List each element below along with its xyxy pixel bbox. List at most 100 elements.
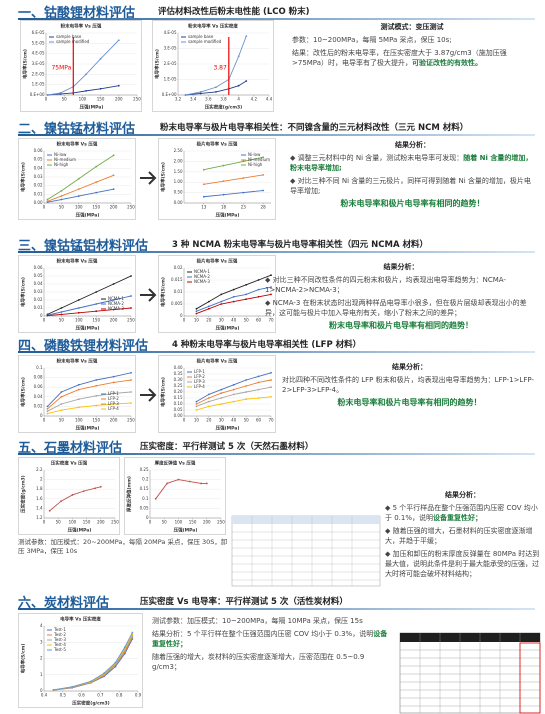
y-tick-label: 0.02: [34, 297, 43, 302]
section-subtitle: 4 种粉末电导率与极片电导率相关性 (LFP 材料）: [172, 340, 362, 350]
section-title: 二、镍钴锰材料评估: [18, 122, 136, 137]
point: [257, 397, 260, 399]
arrow: [140, 171, 157, 402]
legend-label: Ni-low: [54, 152, 67, 157]
y-tick-label: 3: [40, 639, 43, 644]
x-tick-label: 100: [75, 318, 83, 323]
series-line: [47, 85, 119, 96]
x-axis-label: 压强(MPa): [68, 527, 92, 534]
point: [195, 409, 198, 411]
point: [60, 391, 63, 393]
y-tick-label: 1.50: [174, 169, 183, 174]
point: [112, 188, 115, 191]
x-tick-label: 4.4: [266, 97, 273, 102]
x-tick-label: 250: [217, 520, 225, 525]
x-tick-label: 200: [97, 520, 105, 525]
chart-frame: [18, 613, 143, 708]
legend-label: sample base: [188, 34, 214, 39]
y-axis-label: 电导率(S/cm): [20, 162, 27, 192]
point: [220, 300, 223, 303]
point: [245, 283, 248, 286]
point: [154, 497, 157, 500]
legend-label: Ni-medium: [54, 157, 76, 162]
chart: 极片电导率 Vs 压强0.000.050.100.150.200.250.300…: [158, 355, 276, 433]
point: [60, 195, 63, 197]
table: [231, 515, 381, 587]
legend-label: Test-5: [53, 647, 66, 652]
point: [195, 307, 198, 310]
y-tick-label: 0.00: [174, 200, 183, 205]
point: [112, 375, 115, 378]
x-tick-label: 13: [201, 205, 207, 210]
chart: 粉末电导率 Vs 压强 0 0.01 0.02 0.03 0.04 0.05 0.06 0 50 1…: [18, 255, 136, 333]
x-tick-label: 70: [268, 418, 274, 423]
point: [77, 299, 80, 301]
x-tick-label: 250: [111, 520, 119, 525]
analysis-heading: 结果分析：: [383, 263, 419, 271]
x-tick-label: 10: [194, 318, 200, 323]
point: [207, 300, 210, 303]
series-line: [203, 174, 264, 185]
analysis-heading: 结果分析：: [392, 363, 427, 371]
legend-label: Test-1: [53, 627, 66, 632]
x-tick-label: 250: [127, 205, 135, 210]
point: [112, 299, 115, 301]
legend-label: LFP-4: [194, 384, 205, 389]
x-tick-label: 40: [231, 418, 237, 423]
chart-title: 极片电导率 Vs 压强: [197, 358, 238, 365]
point: [177, 478, 180, 481]
y-axis-label: 电导率(S/cm): [22, 49, 29, 79]
y-axis-label: 电导率(S/cm): [20, 277, 27, 307]
point: [220, 388, 223, 391]
x-tick-label: 0.7: [97, 693, 104, 698]
legend-label: Test-2: [53, 632, 66, 637]
bullet: ◆: [265, 276, 273, 284]
point: [95, 291, 98, 293]
legend-label: Test-4: [53, 642, 66, 647]
chart-title: 粉末电导率 Vs 压强: [57, 258, 98, 265]
item-text: 随着压强的增大，石墨材料的压实密度逐渐增大，并趋于平缓；: [385, 527, 533, 545]
chart-frame: [18, 255, 136, 333]
y-axis-label: 电导率(S/cm): [20, 644, 27, 674]
legend-label: NCMA-1: [108, 296, 124, 301]
x-tick-label: 250: [127, 318, 135, 323]
x-tick-label: 0.8: [116, 693, 123, 698]
point: [232, 400, 235, 403]
x-tick-label: 250: [133, 97, 141, 102]
chart: 粉末电导率 Vs 压强 0 0.02 0.04 0.06 0.08 0.1 0 50 100 150…: [18, 355, 136, 433]
point: [46, 198, 49, 201]
x-tick-label: 50: [59, 318, 65, 323]
chart-frame: [158, 355, 276, 433]
point: [52, 688, 55, 691]
point: [207, 393, 210, 396]
point: [232, 393, 235, 396]
x-axis-label: 压强(MPa): [76, 325, 100, 332]
conclusion: 粉末电导率和极片电导率有相同的趋势！: [329, 321, 473, 330]
point: [71, 494, 74, 496]
legend-label: LFP-3: [194, 379, 205, 384]
x-tick-label: 50: [56, 520, 62, 525]
section-title: 五、石墨材料评估: [18, 441, 123, 456]
point: [60, 189, 63, 192]
legend-label: NCMA-2: [194, 274, 210, 279]
point: [60, 307, 63, 309]
point: [95, 310, 98, 313]
point: [77, 188, 80, 191]
point: [85, 73, 87, 76]
title-bar: [18, 134, 535, 136]
legend-label: sample modified: [188, 39, 222, 44]
x-tick-label: 50: [62, 97, 68, 102]
x-tick-label: 10: [194, 418, 200, 423]
legend-label: NCMA-3: [194, 279, 210, 284]
point: [46, 412, 49, 415]
point: [130, 379, 132, 381]
point: [270, 379, 272, 381]
y-tick-label: 0: [40, 413, 43, 418]
y-tick-label: 1.E-05: [164, 77, 177, 82]
x-axis-label: 压强(MPa): [216, 425, 240, 432]
point: [77, 307, 80, 309]
point: [202, 183, 205, 186]
point: [60, 395, 63, 398]
x-axis-label: 压强(MPa): [174, 527, 198, 534]
series-line: [155, 479, 207, 500]
